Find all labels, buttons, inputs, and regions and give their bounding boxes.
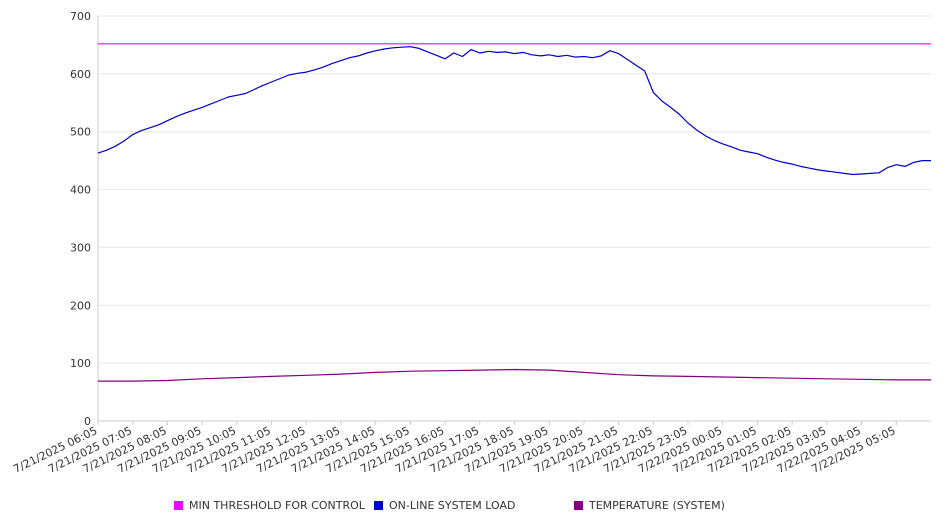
legend-swatch-threshold bbox=[174, 501, 183, 510]
temperature-line bbox=[98, 368, 931, 382]
legend-label-temperature: TEMPERATURE (SYSTEM) bbox=[589, 499, 725, 512]
grid-lines bbox=[98, 15, 931, 364]
y-tick-labels: 0 100 200 300 400 500 600 700 bbox=[70, 10, 91, 428]
y-tick-label: 300 bbox=[70, 241, 91, 254]
y-tick-label: 200 bbox=[70, 299, 91, 312]
y-tick-label: 0 bbox=[84, 415, 91, 428]
legend-label-threshold: MIN THRESHOLD FOR CONTROL bbox=[189, 499, 365, 512]
y-tick-label: 400 bbox=[70, 184, 91, 197]
axes bbox=[97, 16, 931, 422]
x-tick-labels: 7/21/2025 06:057/21/2025 07:057/21/2025 … bbox=[11, 421, 898, 476]
y-tick-label: 700 bbox=[70, 10, 91, 23]
legend-swatch-system-load bbox=[374, 501, 383, 510]
legend-swatch-temperature bbox=[574, 501, 583, 510]
y-tick-label: 100 bbox=[70, 357, 91, 370]
data-series bbox=[97, 43, 931, 382]
y-tick-label: 600 bbox=[70, 68, 91, 81]
chart-legend: MIN THRESHOLD FOR CONTROL ON-LINE SYSTEM… bbox=[0, 496, 946, 516]
legend-item-threshold: MIN THRESHOLD FOR CONTROL bbox=[174, 499, 365, 512]
legend-label-system-load: ON-LINE SYSTEM LOAD bbox=[389, 499, 516, 512]
legend-item-system-load: ON-LINE SYSTEM LOAD bbox=[374, 499, 515, 512]
legend-item-temperature: TEMPERATURE (SYSTEM) bbox=[574, 499, 725, 512]
y-tick-label: 500 bbox=[70, 126, 91, 139]
system-load-line bbox=[97, 46, 931, 176]
